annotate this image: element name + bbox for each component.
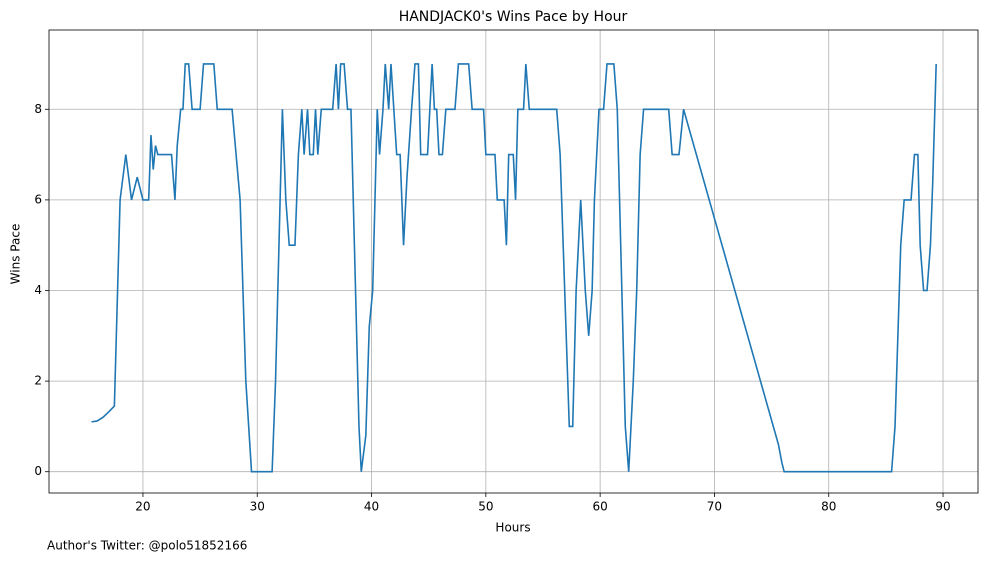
line [91,63,937,473]
y-axis-label: Wins Pace [9,224,23,285]
plot-frame [48,29,979,494]
y-tick-label: 4 [34,283,42,297]
x-tick-label: 30 [250,500,265,514]
y-tick-label: 0 [34,464,42,478]
y-tick-label: 8 [34,102,42,116]
x-tick-label: 60 [592,500,607,514]
x-tick-label: 80 [821,500,836,514]
x-tick-label: 70 [707,500,722,514]
x-tick-label: 50 [478,500,493,514]
x-tick-label: 20 [135,500,150,514]
y-tick-label: 6 [34,192,42,206]
x-tick-label: 40 [364,500,379,514]
x-axis-label: Hours [495,521,530,535]
y-tick-label: 2 [34,374,42,388]
x-tick-label: 90 [935,500,950,514]
chart-title: HANDJACK0's Wins Pace by Hour [399,9,628,25]
footnote: Author's Twitter: @polo51852166 [47,539,247,553]
